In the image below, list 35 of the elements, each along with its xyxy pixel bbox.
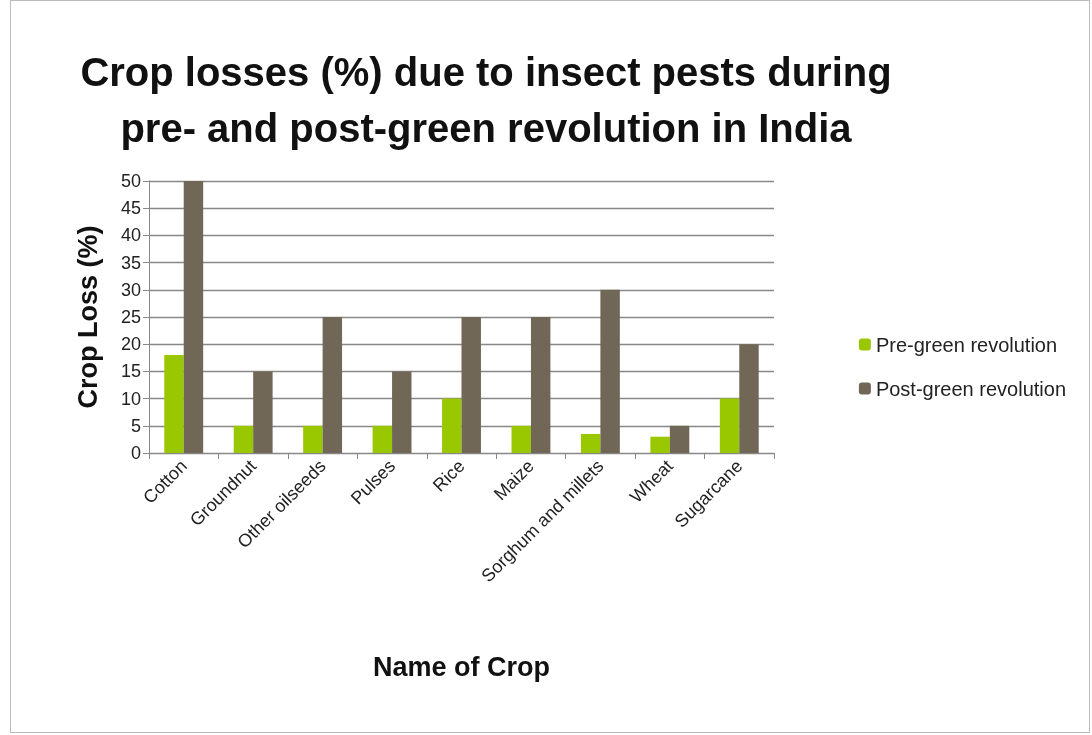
bar [183, 181, 204, 453]
y-tick-label: 20 [120, 334, 141, 355]
y-axis-title: Crop Loss (%) [72, 225, 103, 409]
bar [650, 436, 670, 453]
y-tick-label: 5 [130, 415, 141, 436]
x-tick-label: Rice [428, 455, 469, 496]
bar [253, 371, 273, 453]
bar [669, 425, 690, 453]
y-tick-label: 15 [120, 361, 141, 382]
bar [719, 398, 740, 453]
y-tick-label: 35 [120, 252, 141, 273]
bar [303, 425, 323, 453]
y-tick-label: 25 [120, 307, 141, 327]
bar [233, 425, 254, 453]
legend-label: Post-green revolution [875, 377, 1066, 400]
bar [372, 425, 393, 453]
y-tick-label: 10 [120, 388, 141, 409]
legend-label: Pre-green revolution [875, 333, 1058, 356]
bar [580, 433, 601, 453]
y-tick-label: 0 [130, 443, 141, 463]
bar [739, 344, 759, 453]
y-tick-label: 30 [120, 279, 141, 300]
bar [322, 317, 343, 453]
x-axis-title: Name of Crop [372, 651, 551, 682]
y-tick-label: 50 [120, 171, 141, 191]
bar [511, 425, 531, 453]
bar [530, 317, 551, 453]
bar [164, 355, 184, 453]
bar [392, 371, 412, 453]
y-tick-label: 40 [120, 225, 141, 246]
chart-title: Crop losses (%) due to insect pests during pre- and post-green revolution in India [80, 50, 892, 150]
y-tick-label: 45 [120, 198, 141, 219]
bar [600, 289, 620, 453]
bar [442, 398, 462, 453]
bar [461, 317, 481, 453]
